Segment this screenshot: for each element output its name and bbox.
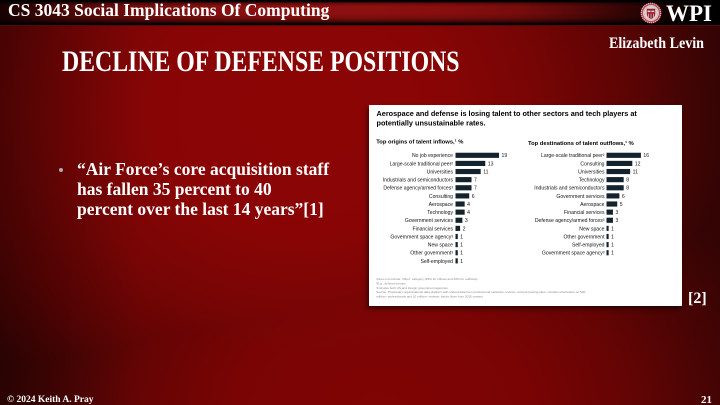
svg-text:¹Does not include “Other” cate: ¹Does not include “Other” category (29% … <box>376 277 478 281</box>
svg-text:13: 13 <box>488 161 494 167</box>
svg-text:Defense agency/armed forces³: Defense agency/armed forces³ <box>535 218 605 224</box>
svg-text:Industrials and semiconductors: Industrials and semiconductors <box>383 177 454 183</box>
svg-text:11: 11 <box>483 169 488 175</box>
svg-text:19: 19 <box>502 153 508 159</box>
svg-text:8: 8 <box>626 177 629 183</box>
svg-text:11: 11 <box>633 169 638 175</box>
svg-text:Source: Proprietary organizati: Source: Proprietary organizational data … <box>376 290 585 294</box>
svg-text:Top origins of talent inflows,: Top origins of talent inflows,¹ % <box>376 138 463 145</box>
svg-text:Government services: Government services <box>405 218 454 224</box>
svg-text:1: 1 <box>460 258 463 264</box>
svg-text:3: 3 <box>615 210 618 216</box>
svg-text:4: 4 <box>467 210 470 216</box>
svg-text:Technology: Technology <box>579 177 605 183</box>
svg-text:1: 1 <box>611 234 614 240</box>
svg-text:Self-employed: Self-employed <box>420 258 453 264</box>
svg-text:million+ professionals and 10: million+ professionals and 10 million+ r… <box>376 294 483 298</box>
svg-text:2: 2 <box>463 226 466 232</box>
svg-text:Government space agency³: Government space agency³ <box>542 250 605 256</box>
svg-text:Aerospace and defense is losin: Aerospace and defense is losing talent t… <box>377 108 638 117</box>
svg-text:3: 3 <box>465 218 468 224</box>
svg-text:1: 1 <box>460 234 463 240</box>
svg-text:No job experience: No job experience <box>412 153 453 159</box>
svg-text:Consulting: Consulting <box>580 161 604 167</box>
svg-text:7: 7 <box>474 185 477 191</box>
svg-text:Technology: Technology <box>427 210 453 216</box>
svg-text:Government space agency³: Government space agency³ <box>390 234 453 240</box>
svg-text:Consulting: Consulting <box>429 193 453 199</box>
svg-text:potentially unsustainable rate: potentially unsustainable rates. <box>377 118 486 127</box>
svg-text:3: 3 <box>615 218 618 224</box>
svg-text:Self-employed: Self-employed <box>572 242 605 248</box>
svg-text:New space: New space <box>428 242 453 248</box>
svg-text:1: 1 <box>460 242 463 248</box>
svg-text:Defense agency/armed forces³: Defense agency/armed forces³ <box>383 185 453 191</box>
svg-text:Government services: Government services <box>556 193 605 199</box>
svg-text:²E.g., defense primes.: ²E.g., defense primes. <box>376 281 406 285</box>
svg-text:6: 6 <box>622 193 625 199</box>
svg-text:1: 1 <box>611 242 614 248</box>
svg-text:Aerospace: Aerospace <box>580 201 605 207</box>
svg-text:1: 1 <box>611 226 614 232</box>
svg-text:Industrials and semiconductors: Industrials and semiconductors <box>534 185 605 191</box>
svg-text:7: 7 <box>474 177 477 183</box>
svg-text:1: 1 <box>460 250 463 256</box>
svg-text:8: 8 <box>626 185 629 191</box>
svg-text:Other government³: Other government³ <box>410 250 453 256</box>
svg-text:1: 1 <box>611 250 614 256</box>
svg-text:Financial services: Financial services <box>564 210 605 216</box>
svg-text:³Includes both US and foreign: ³Includes both US and foreign government… <box>376 285 448 289</box>
svg-text:6: 6 <box>472 193 475 199</box>
svg-text:Large-scale traditional peer²: Large-scale traditional peer² <box>541 153 605 159</box>
svg-text:Universities: Universities <box>578 169 605 175</box>
svg-text:New space: New space <box>579 226 604 232</box>
svg-text:16: 16 <box>643 153 649 159</box>
svg-text:12: 12 <box>635 161 641 167</box>
svg-text:Aerospace: Aerospace <box>429 201 454 207</box>
svg-text:Financial services: Financial services <box>413 226 454 232</box>
svg-text:Large-scale traditional peer²: Large-scale traditional peer² <box>390 161 454 167</box>
svg-text:5: 5 <box>620 201 623 207</box>
svg-text:4: 4 <box>467 201 470 207</box>
svg-text:Other government: Other government <box>563 234 605 240</box>
svg-text:Top destinations of talent out: Top destinations of talent outflows,¹ % <box>528 140 634 147</box>
svg-text:Universities: Universities <box>427 169 454 175</box>
